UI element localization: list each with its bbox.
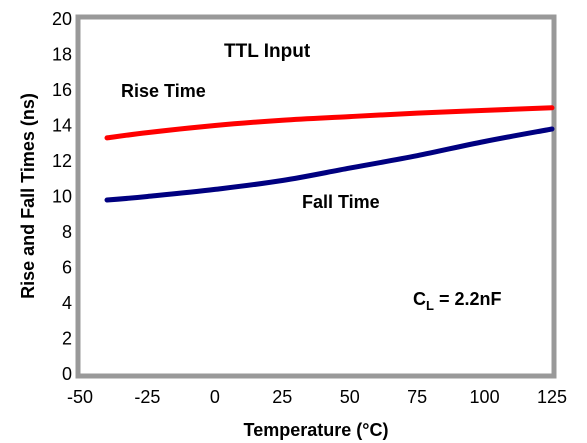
y-tick-label: 8 xyxy=(62,222,72,242)
y-tick-label: 4 xyxy=(62,293,72,313)
y-tick-labels: 0 2 4 6 8 10 12 14 16 18 20 xyxy=(52,9,72,384)
x-tick-label: -50 xyxy=(67,387,93,407)
x-tick-label: 125 xyxy=(537,387,567,407)
chart-title: TTL Input xyxy=(224,41,311,62)
y-tick-label: 20 xyxy=(52,9,72,29)
x-tick-label: 25 xyxy=(272,387,292,407)
x-tick-label: 100 xyxy=(470,387,500,407)
capacitance-symbol: C xyxy=(413,289,426,309)
fall-time-label: Fall Time xyxy=(302,192,380,212)
fall-time-line xyxy=(104,126,555,203)
capacitance-annotation: CL = 2.2nF xyxy=(413,289,501,313)
y-tick-label: 16 xyxy=(52,80,72,100)
x-tick-labels: -50 -25 0 25 50 75 100 125 xyxy=(67,387,567,407)
y-tick-label: 10 xyxy=(52,187,72,207)
series-lines xyxy=(104,105,555,203)
rise-time-line xyxy=(104,105,555,141)
y-tick-label: 18 xyxy=(52,45,72,65)
y-tick-label: 0 xyxy=(62,364,72,384)
x-tick-label: 75 xyxy=(407,387,427,407)
y-tick-label: 2 xyxy=(62,329,72,349)
x-tick-label: 50 xyxy=(340,387,360,407)
rise-time-label: Rise Time xyxy=(121,81,206,101)
y-tick-label: 6 xyxy=(62,258,72,278)
y-tick-label: 14 xyxy=(52,116,72,136)
x-axis-title: Temperature (°C) xyxy=(244,420,389,440)
y-tick-label: 12 xyxy=(52,151,72,171)
x-tick-label: 0 xyxy=(210,387,220,407)
y-axis-title: Rise and Fall Times (ns) xyxy=(18,93,38,299)
capacitance-value: = 2.2nF xyxy=(434,289,502,309)
capacitance-subscript: L xyxy=(426,298,434,313)
x-tick-label: -25 xyxy=(134,387,160,407)
